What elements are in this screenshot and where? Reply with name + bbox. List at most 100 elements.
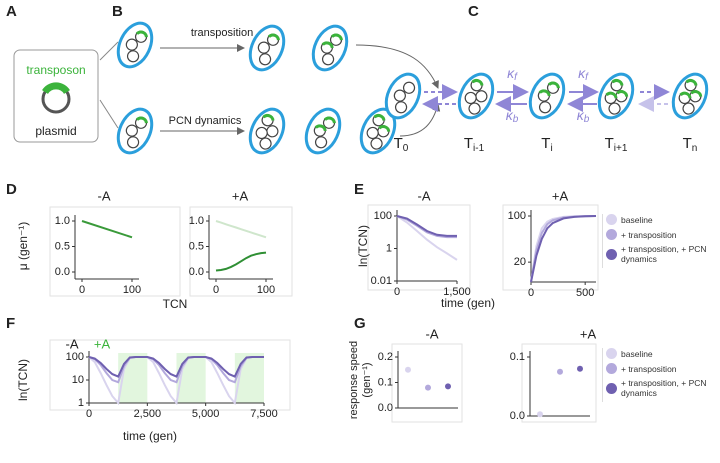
transposon bbox=[547, 81, 560, 89]
y-tick-label: 0.0 bbox=[189, 266, 204, 278]
series-line bbox=[88, 356, 264, 378]
plasmid bbox=[538, 101, 552, 114]
chart-frame bbox=[189, 206, 293, 297]
panel-label: B bbox=[112, 3, 123, 20]
plasmid bbox=[393, 89, 406, 102]
plasmid bbox=[126, 50, 140, 63]
x-tick-label: 5,000 bbox=[192, 408, 220, 420]
transposon bbox=[378, 125, 391, 132]
legend-label: + transposition, + PCN dynamics bbox=[621, 244, 707, 264]
y-axis-label: μ (gen⁻¹) bbox=[16, 222, 30, 271]
cell bbox=[597, 72, 635, 120]
chart-title: +A bbox=[552, 188, 569, 203]
series-line bbox=[215, 220, 267, 239]
transposon bbox=[323, 116, 336, 124]
dot bbox=[577, 365, 583, 372]
y-tick-label: 0.0 bbox=[55, 266, 70, 278]
plasmid bbox=[258, 53, 272, 66]
transposon bbox=[538, 89, 551, 97]
state-label: T0 bbox=[394, 135, 409, 154]
legend-label: + transposition bbox=[621, 363, 677, 374]
transposon bbox=[373, 114, 386, 121]
dot bbox=[557, 368, 563, 375]
series-line bbox=[530, 215, 597, 283]
legend-item: baseline bbox=[606, 348, 718, 359]
transposon bbox=[471, 79, 484, 86]
legend-label: + transposition, + PCN dynamics bbox=[621, 378, 707, 398]
arrow bbox=[355, 44, 439, 89]
cell bbox=[248, 107, 286, 155]
series-line bbox=[530, 215, 596, 283]
legend: baseline + transposition + transposition, … bbox=[602, 348, 718, 402]
legend-item: + transposition, + PCN dynamics bbox=[606, 378, 718, 398]
y-axis-label: ln(TCN) bbox=[356, 225, 370, 267]
chart-frame bbox=[49, 339, 291, 411]
y-tick-label: 1 bbox=[78, 397, 84, 409]
cell bbox=[671, 72, 709, 120]
panel-label: C bbox=[468, 3, 479, 20]
transposon bbox=[685, 79, 698, 86]
plasmid-box bbox=[13, 49, 99, 143]
y-tick-label: 0.2 bbox=[378, 351, 393, 363]
cell bbox=[384, 72, 422, 120]
rate-label: κb bbox=[506, 107, 519, 125]
panel-label: F bbox=[6, 315, 15, 332]
y-tick-label: 20 bbox=[514, 256, 526, 268]
connector bbox=[99, 41, 119, 61]
series-line bbox=[88, 356, 264, 406]
x-axis-label: time (gen) bbox=[441, 296, 495, 310]
plasmid bbox=[266, 125, 279, 138]
x-tick-label: 2,500 bbox=[134, 408, 162, 420]
cell bbox=[528, 72, 566, 120]
x-tick-label: 0 bbox=[394, 286, 400, 298]
legend-item: + transposition bbox=[606, 363, 718, 374]
y-axis-label: ln(TCN) bbox=[16, 359, 30, 401]
plasmid bbox=[125, 124, 138, 137]
transposon bbox=[135, 30, 148, 38]
y-tick-label: 0.1 bbox=[510, 351, 525, 363]
legend-label: + transposition bbox=[621, 229, 677, 240]
x-tick-label: 100 bbox=[257, 284, 275, 296]
x-tick-label: 1,500 bbox=[443, 286, 471, 298]
shade-label: +A bbox=[94, 336, 111, 351]
series-line bbox=[396, 215, 457, 237]
y-tick-label: 0.1 bbox=[378, 376, 393, 388]
transposon bbox=[135, 116, 148, 124]
rate-label: κf bbox=[578, 65, 589, 83]
state-label: Ti-1 bbox=[464, 135, 485, 154]
dot bbox=[445, 383, 451, 390]
transposon bbox=[611, 79, 624, 86]
x-tick-label: 0 bbox=[213, 284, 219, 296]
plasmid bbox=[682, 102, 695, 115]
plasmid bbox=[126, 136, 140, 149]
y-tick-label: 0.5 bbox=[55, 240, 70, 252]
series-line bbox=[81, 220, 133, 239]
y-axis-label: (gen⁻¹) bbox=[361, 362, 373, 397]
plasmid bbox=[125, 38, 138, 51]
legend-swatch bbox=[606, 348, 617, 359]
rate-label: κf bbox=[507, 65, 518, 83]
connector bbox=[99, 99, 119, 129]
cell bbox=[248, 24, 286, 72]
x-axis-label: TCN bbox=[163, 297, 188, 311]
chart-frame bbox=[49, 206, 181, 297]
legend-item: + transposition, + PCN dynamics bbox=[606, 244, 718, 264]
legend-swatch bbox=[606, 248, 617, 260]
panel-label: G bbox=[354, 315, 366, 332]
plasmid bbox=[468, 102, 481, 115]
legend-swatch bbox=[606, 363, 617, 374]
series-line bbox=[215, 251, 267, 272]
plasmid bbox=[321, 53, 335, 66]
transposon bbox=[605, 91, 618, 99]
state-label: Ti bbox=[541, 135, 552, 154]
legend-label: baseline bbox=[621, 214, 653, 225]
transposon bbox=[330, 33, 343, 41]
plasmid-label: plasmid bbox=[35, 124, 76, 138]
chart-title: -A bbox=[418, 188, 431, 203]
y-tick-label: 0.5 bbox=[189, 240, 204, 252]
plasmid bbox=[255, 126, 268, 140]
plasmid bbox=[370, 137, 383, 150]
x-tick-label: 0 bbox=[79, 284, 85, 296]
